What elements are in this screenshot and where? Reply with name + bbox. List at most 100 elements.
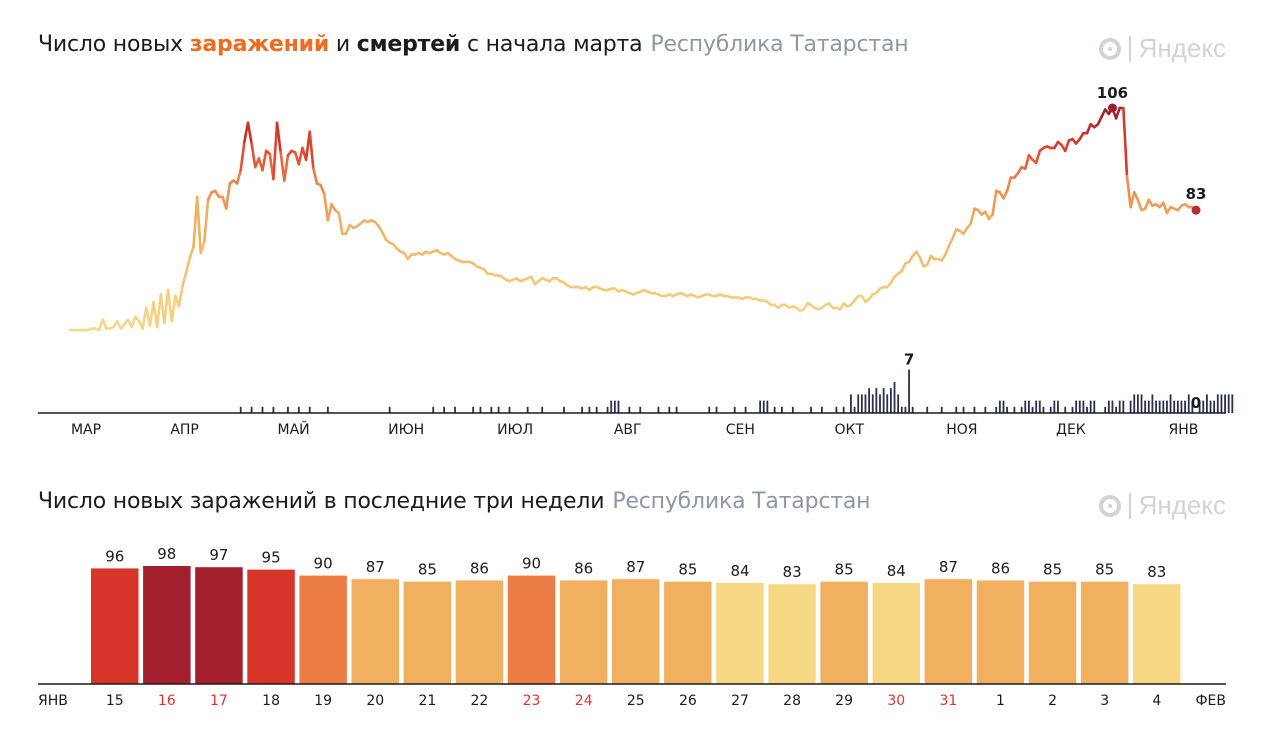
infections-segment bbox=[1034, 149, 1042, 165]
deaths-bar bbox=[926, 406, 929, 413]
deaths-bar bbox=[1151, 394, 1154, 413]
bar-value-label: 95 bbox=[262, 549, 281, 567]
deaths-bar bbox=[759, 400, 762, 413]
deaths-bar bbox=[490, 406, 493, 413]
deaths-bar bbox=[773, 406, 776, 413]
deaths-bar bbox=[708, 406, 711, 413]
deaths-bar bbox=[1075, 400, 1078, 413]
end-month-label: ФЕВ bbox=[1195, 693, 1226, 709]
infections-segment bbox=[1063, 139, 1071, 153]
deaths-bar bbox=[853, 406, 856, 413]
chart1-title-part1: Число новых bbox=[38, 32, 190, 57]
chart1-title-deaths: смертей bbox=[356, 32, 461, 57]
deaths-bar bbox=[1176, 400, 1179, 413]
deaths-bar bbox=[900, 406, 903, 413]
deaths-bar bbox=[1118, 400, 1121, 413]
deaths-bar bbox=[940, 406, 943, 413]
month-tick-label: ИЮН bbox=[388, 422, 424, 438]
deaths-bar bbox=[1187, 394, 1190, 413]
deaths-bar bbox=[860, 394, 863, 413]
day-tick-label: 24 bbox=[575, 693, 593, 709]
day-tick-label: 23 bbox=[523, 693, 541, 709]
infections-segment bbox=[925, 254, 933, 267]
infections-segment bbox=[101, 318, 108, 330]
peak-point bbox=[1107, 103, 1117, 113]
deaths-bar bbox=[984, 406, 987, 413]
bar-value-label: 90 bbox=[522, 555, 541, 573]
deaths-bar bbox=[1042, 406, 1045, 413]
month-tick-label: СЕН bbox=[726, 422, 755, 438]
yandex-logo-text: Яндекс bbox=[1138, 490, 1226, 520]
deaths-bar bbox=[810, 406, 812, 413]
bar bbox=[976, 580, 1025, 684]
deaths-bar bbox=[617, 400, 620, 413]
infections-segment bbox=[947, 236, 954, 247]
deaths-bar bbox=[897, 394, 900, 413]
infections-segment bbox=[250, 142, 257, 169]
deaths-bar bbox=[1155, 400, 1157, 413]
deaths-bars bbox=[239, 369, 1234, 413]
infections-segment bbox=[1002, 189, 1009, 200]
day-tick-label: 18 bbox=[262, 693, 280, 709]
bar-value-label: 90 bbox=[314, 555, 333, 573]
deaths-bar bbox=[1224, 394, 1226, 413]
deaths-bar bbox=[875, 388, 878, 413]
deaths-last-label: 0 bbox=[1191, 394, 1201, 412]
infections-segment bbox=[991, 189, 998, 216]
chart2-title-region: Республика Татарстан bbox=[612, 489, 871, 514]
deaths-bar bbox=[744, 406, 747, 413]
day-tick-label: 1 bbox=[996, 693, 1005, 709]
deaths-bar bbox=[842, 406, 845, 413]
infections-segment bbox=[239, 140, 246, 172]
deaths-bar bbox=[889, 388, 892, 413]
deaths-bar bbox=[1002, 400, 1005, 413]
deaths-bar bbox=[1064, 406, 1067, 413]
deaths-bar bbox=[762, 400, 765, 413]
infections-segment bbox=[246, 121, 253, 145]
day-tick-label: 17 bbox=[210, 693, 228, 709]
deaths-bar bbox=[857, 394, 860, 413]
deaths-bar bbox=[613, 400, 616, 413]
infections-segment bbox=[319, 183, 326, 196]
deaths-peak-label: 7 bbox=[904, 351, 914, 369]
deaths-bar bbox=[432, 406, 435, 413]
month-tick-label: АВГ bbox=[614, 422, 642, 438]
deaths-bar bbox=[715, 406, 718, 413]
deaths-bar bbox=[308, 406, 311, 413]
day-tick-label: 20 bbox=[366, 693, 384, 709]
deaths-bar bbox=[239, 406, 242, 413]
deaths-bar bbox=[879, 394, 881, 413]
bar-value-label: 97 bbox=[209, 546, 228, 564]
deaths-bar bbox=[668, 406, 671, 413]
deaths-bar bbox=[1049, 406, 1052, 413]
deaths-bar bbox=[297, 406, 300, 413]
bar-value-label: 85 bbox=[418, 561, 437, 579]
deaths-bar bbox=[1140, 394, 1143, 413]
deaths-bar bbox=[675, 406, 678, 413]
infections-segment bbox=[181, 271, 188, 287]
deaths-bar bbox=[261, 406, 264, 413]
day-tick-label: 22 bbox=[470, 693, 488, 709]
deaths-bar bbox=[893, 382, 896, 413]
day-tick-label: 3 bbox=[1100, 693, 1109, 709]
day-tick-label: 25 bbox=[627, 693, 645, 709]
bar bbox=[664, 581, 712, 684]
deaths-bar bbox=[1115, 406, 1117, 413]
bar bbox=[91, 568, 139, 684]
deaths-bar bbox=[1213, 400, 1216, 413]
infections-segment bbox=[308, 130, 315, 170]
deaths-bar bbox=[1180, 400, 1183, 413]
deaths-bar bbox=[326, 406, 329, 413]
chart1-title-region: Республика Татарстан bbox=[650, 32, 909, 57]
infections-segment bbox=[1005, 176, 1013, 193]
bar-value-label: 86 bbox=[574, 559, 593, 577]
infections-segment bbox=[297, 146, 304, 166]
chart1-title: Число новых заражений и смертей с начала… bbox=[38, 32, 909, 57]
last-label: 83 bbox=[1186, 185, 1207, 203]
bar bbox=[559, 580, 608, 684]
infections-segment bbox=[1136, 198, 1143, 212]
deaths-bar bbox=[250, 406, 253, 413]
deaths-bar bbox=[1191, 400, 1194, 413]
deaths-bar bbox=[1028, 400, 1030, 413]
logo-separator bbox=[1128, 492, 1131, 519]
